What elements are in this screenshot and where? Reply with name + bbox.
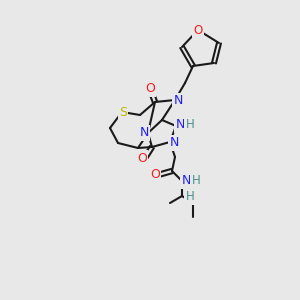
- Text: N: N: [173, 94, 183, 107]
- Text: N: N: [181, 175, 191, 188]
- Text: H: H: [186, 190, 194, 203]
- Text: O: O: [145, 82, 155, 95]
- Text: H: H: [192, 173, 200, 187]
- Text: H: H: [186, 118, 194, 131]
- Text: O: O: [137, 152, 147, 164]
- Text: O: O: [150, 169, 160, 182]
- Text: N: N: [139, 127, 149, 140]
- Text: O: O: [194, 23, 202, 37]
- Text: S: S: [119, 106, 127, 118]
- Text: N: N: [169, 136, 179, 149]
- Text: N: N: [175, 118, 185, 131]
